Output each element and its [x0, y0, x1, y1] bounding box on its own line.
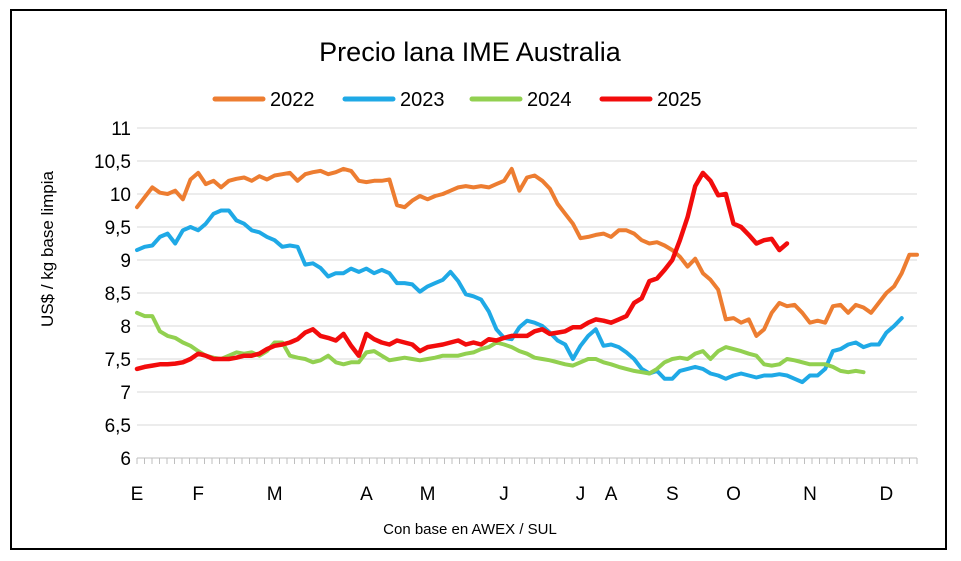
line-chart: Precio lana IME Australia 2022 2023 2024 20…	[38, 37, 919, 538]
y-axis-ticks: 6 6,5 7 7,5 8 8,5 9 9,5 10 10,5 11	[94, 119, 131, 470]
y-tick-label: 7	[120, 383, 131, 404]
x-tick-label: O	[726, 484, 741, 505]
x-tick-label: A	[360, 484, 373, 505]
x-tick-label: M	[267, 484, 283, 505]
x-tick-label: J	[499, 484, 509, 505]
chart-frame: Precio lana IME Australia 2022 2023 2024 20…	[10, 9, 947, 550]
x-tick-label: F	[192, 484, 204, 505]
y-tick-label: 7,5	[105, 350, 131, 371]
x-tick-label: M	[420, 484, 436, 505]
y-tick-label: 8,5	[105, 284, 131, 305]
y-tick-label: 6	[120, 449, 131, 470]
x-tick-label: N	[803, 484, 817, 505]
legend-label-2023: 2023	[400, 89, 445, 111]
series-lines	[134, 166, 919, 385]
y-tick-label: 8	[120, 317, 131, 338]
x-tick-label: E	[131, 484, 144, 505]
x-tick-label: J	[576, 484, 586, 505]
x-tick-label: A	[605, 484, 618, 505]
chart-title: Precio lana IME Australia	[319, 37, 622, 67]
x-tick-label: S	[666, 484, 679, 505]
legend-label-2022: 2022	[270, 89, 315, 111]
x-axis-title: Con base en AWEX / SUL	[383, 521, 557, 538]
y-tick-label: 11	[111, 119, 131, 140]
chart-legend: 2022 2023 2024 2025	[212, 89, 702, 111]
y-tick-label: 9	[120, 251, 131, 272]
legend-label-2025: 2025	[657, 89, 702, 111]
y-tick-label: 10	[110, 185, 131, 206]
series-line-2023	[135, 208, 904, 385]
series-line-2025	[134, 170, 790, 372]
legend-label-2024: 2024	[527, 89, 572, 111]
y-tick-label: 10,5	[94, 152, 131, 173]
series-line-2024	[135, 310, 866, 376]
x-tick-label: D	[880, 484, 894, 505]
y-tick-label: 9,5	[105, 218, 131, 239]
series-line-2022	[135, 166, 919, 338]
y-axis-title: US$ / kg base limpia	[38, 171, 57, 327]
y-tick-label: 6,5	[105, 416, 131, 437]
